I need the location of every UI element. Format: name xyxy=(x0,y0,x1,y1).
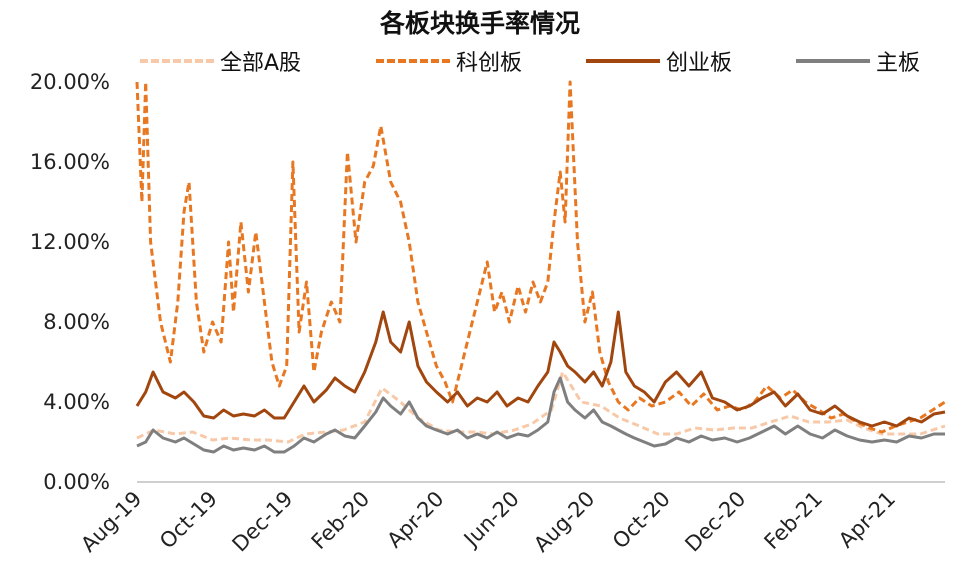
legend: 全部A股 科创板 创业板 主板 xyxy=(140,46,940,76)
legend-item-chinext[interactable]: 创业板 xyxy=(586,46,732,76)
legend-label: 科创板 xyxy=(456,51,523,76)
legend-item-main-board[interactable]: 主板 xyxy=(796,46,920,76)
chart-title: 各板块换手率情况 xyxy=(379,9,580,38)
x-tick-label: Aug-20 xyxy=(529,487,599,557)
legend-label: 全部A股 xyxy=(220,51,302,76)
x-tick-label: Apr-20 xyxy=(382,487,448,553)
x-tick-label: Oct-20 xyxy=(608,487,675,554)
x-tick-label: Dec-20 xyxy=(680,487,750,557)
x-tick-label: Oct-19 xyxy=(155,487,222,554)
series-line-chinext xyxy=(135,310,946,428)
legend-label: 创业板 xyxy=(666,51,733,76)
y-tick-label: 16.00% xyxy=(30,150,110,174)
x-tick-label: Feb-20 xyxy=(307,487,375,555)
x-tick-label: Dec-19 xyxy=(228,487,298,557)
legend-swatch-all-a-shares xyxy=(140,59,214,63)
x-tick-label: Feb-21 xyxy=(760,487,828,555)
y-tick-label: 20.00% xyxy=(30,70,110,94)
series-line-star-market xyxy=(135,80,946,434)
series-line-main-board xyxy=(136,376,945,454)
legend-item-star-market[interactable]: 科创板 xyxy=(376,46,522,76)
legend-label: 主板 xyxy=(876,51,921,76)
x-tick-label: Jun-20 xyxy=(458,487,524,553)
y-tick-label: 4.00% xyxy=(43,390,110,414)
legend-swatch-main-board xyxy=(796,59,870,63)
y-tick-label: 12.00% xyxy=(30,230,110,254)
x-tick-label: Aug-19 xyxy=(76,487,146,557)
x-tick-label: Apr-21 xyxy=(834,487,900,553)
y-tick-label: 0.00% xyxy=(43,470,110,494)
legend-swatch-star-market xyxy=(376,59,450,63)
legend-item-all-a-shares[interactable]: 全部A股 xyxy=(140,46,301,76)
y-tick-label: 8.00% xyxy=(43,310,110,334)
legend-swatch-chinext xyxy=(586,59,660,63)
series-line-all-a-shares xyxy=(136,370,946,444)
